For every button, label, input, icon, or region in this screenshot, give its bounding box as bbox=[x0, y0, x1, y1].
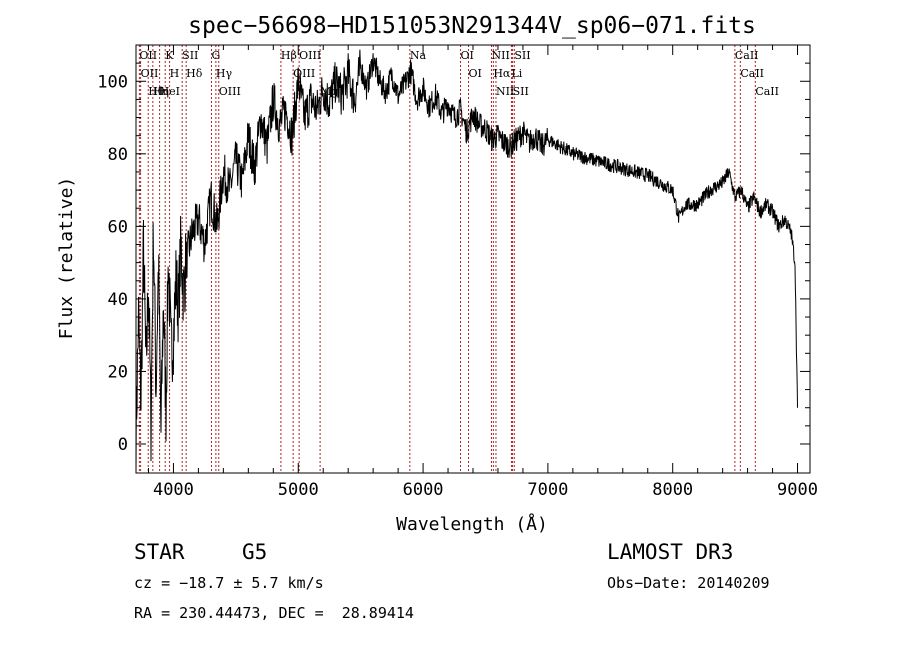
y-tick-label: 80 bbox=[108, 145, 128, 165]
y-tick-label: 0 bbox=[118, 435, 128, 455]
line-label: OIII bbox=[219, 85, 241, 98]
line-label: OII bbox=[139, 49, 157, 62]
line-label: K bbox=[165, 49, 174, 62]
line-label: SII bbox=[513, 85, 529, 98]
survey-name: LAMOST DR3 bbox=[607, 540, 734, 564]
line-label: Hγ bbox=[216, 67, 233, 80]
x-axis-label: Wavelength (Å) bbox=[396, 513, 548, 535]
x-tick-label: 6000 bbox=[403, 480, 444, 500]
x-tick-label: 4000 bbox=[153, 480, 194, 500]
line-label: HeI bbox=[160, 85, 180, 98]
line-label: SII bbox=[514, 49, 530, 62]
line-label: OI bbox=[469, 67, 482, 80]
line-label: OI bbox=[461, 49, 474, 62]
line-label: OII bbox=[141, 67, 159, 80]
line-label: Hα bbox=[493, 67, 511, 80]
coordinates: RA = 230.44473, DEC = 28.89414 bbox=[134, 604, 414, 622]
line-label: NII bbox=[491, 49, 509, 62]
line-label: Na bbox=[410, 49, 427, 62]
plot-frame bbox=[135, 44, 811, 474]
axis-ticks: 4000 5000 6000 7000 8000 9000 0 20 40 60 80 100 bbox=[97, 44, 818, 500]
line-label: CaII bbox=[735, 49, 759, 62]
y-tick-label: 100 bbox=[97, 72, 128, 92]
redshift-velocity: cz = −18.7 ± 5.7 km/s bbox=[134, 574, 324, 592]
x-tick-label: 9000 bbox=[777, 480, 818, 500]
spectrum-series bbox=[135, 49, 798, 474]
spectrum-line bbox=[135, 49, 798, 474]
line-label: OIII bbox=[299, 49, 321, 62]
line-label: Li bbox=[511, 67, 522, 80]
line-label: Hη bbox=[153, 85, 169, 98]
line-label: SII bbox=[182, 49, 198, 62]
chart-title: spec−56698−HD151053N291344V_sp06−071.fit… bbox=[188, 13, 756, 39]
spectral-subclass: G5 bbox=[242, 540, 268, 564]
line-label: H bbox=[170, 67, 180, 80]
line-label: CaII bbox=[755, 85, 779, 98]
line-label: Hβ bbox=[281, 49, 297, 62]
line-labels: OIIOIIHθHηHeIKHSIIHδGHγOIIIHβOIIIOIIIMgN… bbox=[139, 49, 779, 98]
line-label: NII bbox=[496, 85, 514, 98]
line-label: CaII bbox=[740, 67, 764, 80]
line-label: OIII bbox=[293, 67, 315, 80]
object-class: STAR bbox=[134, 540, 185, 564]
x-tick-label: 8000 bbox=[652, 480, 693, 500]
y-axis-label: Flux (relative) bbox=[56, 177, 77, 340]
y-tick-label: 40 bbox=[108, 290, 128, 310]
x-tick-label: 5000 bbox=[278, 480, 319, 500]
y-tick-label: 20 bbox=[108, 362, 128, 382]
line-label: Hδ bbox=[186, 67, 203, 80]
line-label: G bbox=[212, 49, 221, 62]
y-tick-label: 60 bbox=[108, 217, 128, 237]
line-label: Hθ bbox=[148, 85, 165, 98]
observation-date: Obs−Date: 20140209 bbox=[607, 574, 770, 592]
x-tick-label: 7000 bbox=[527, 480, 568, 500]
